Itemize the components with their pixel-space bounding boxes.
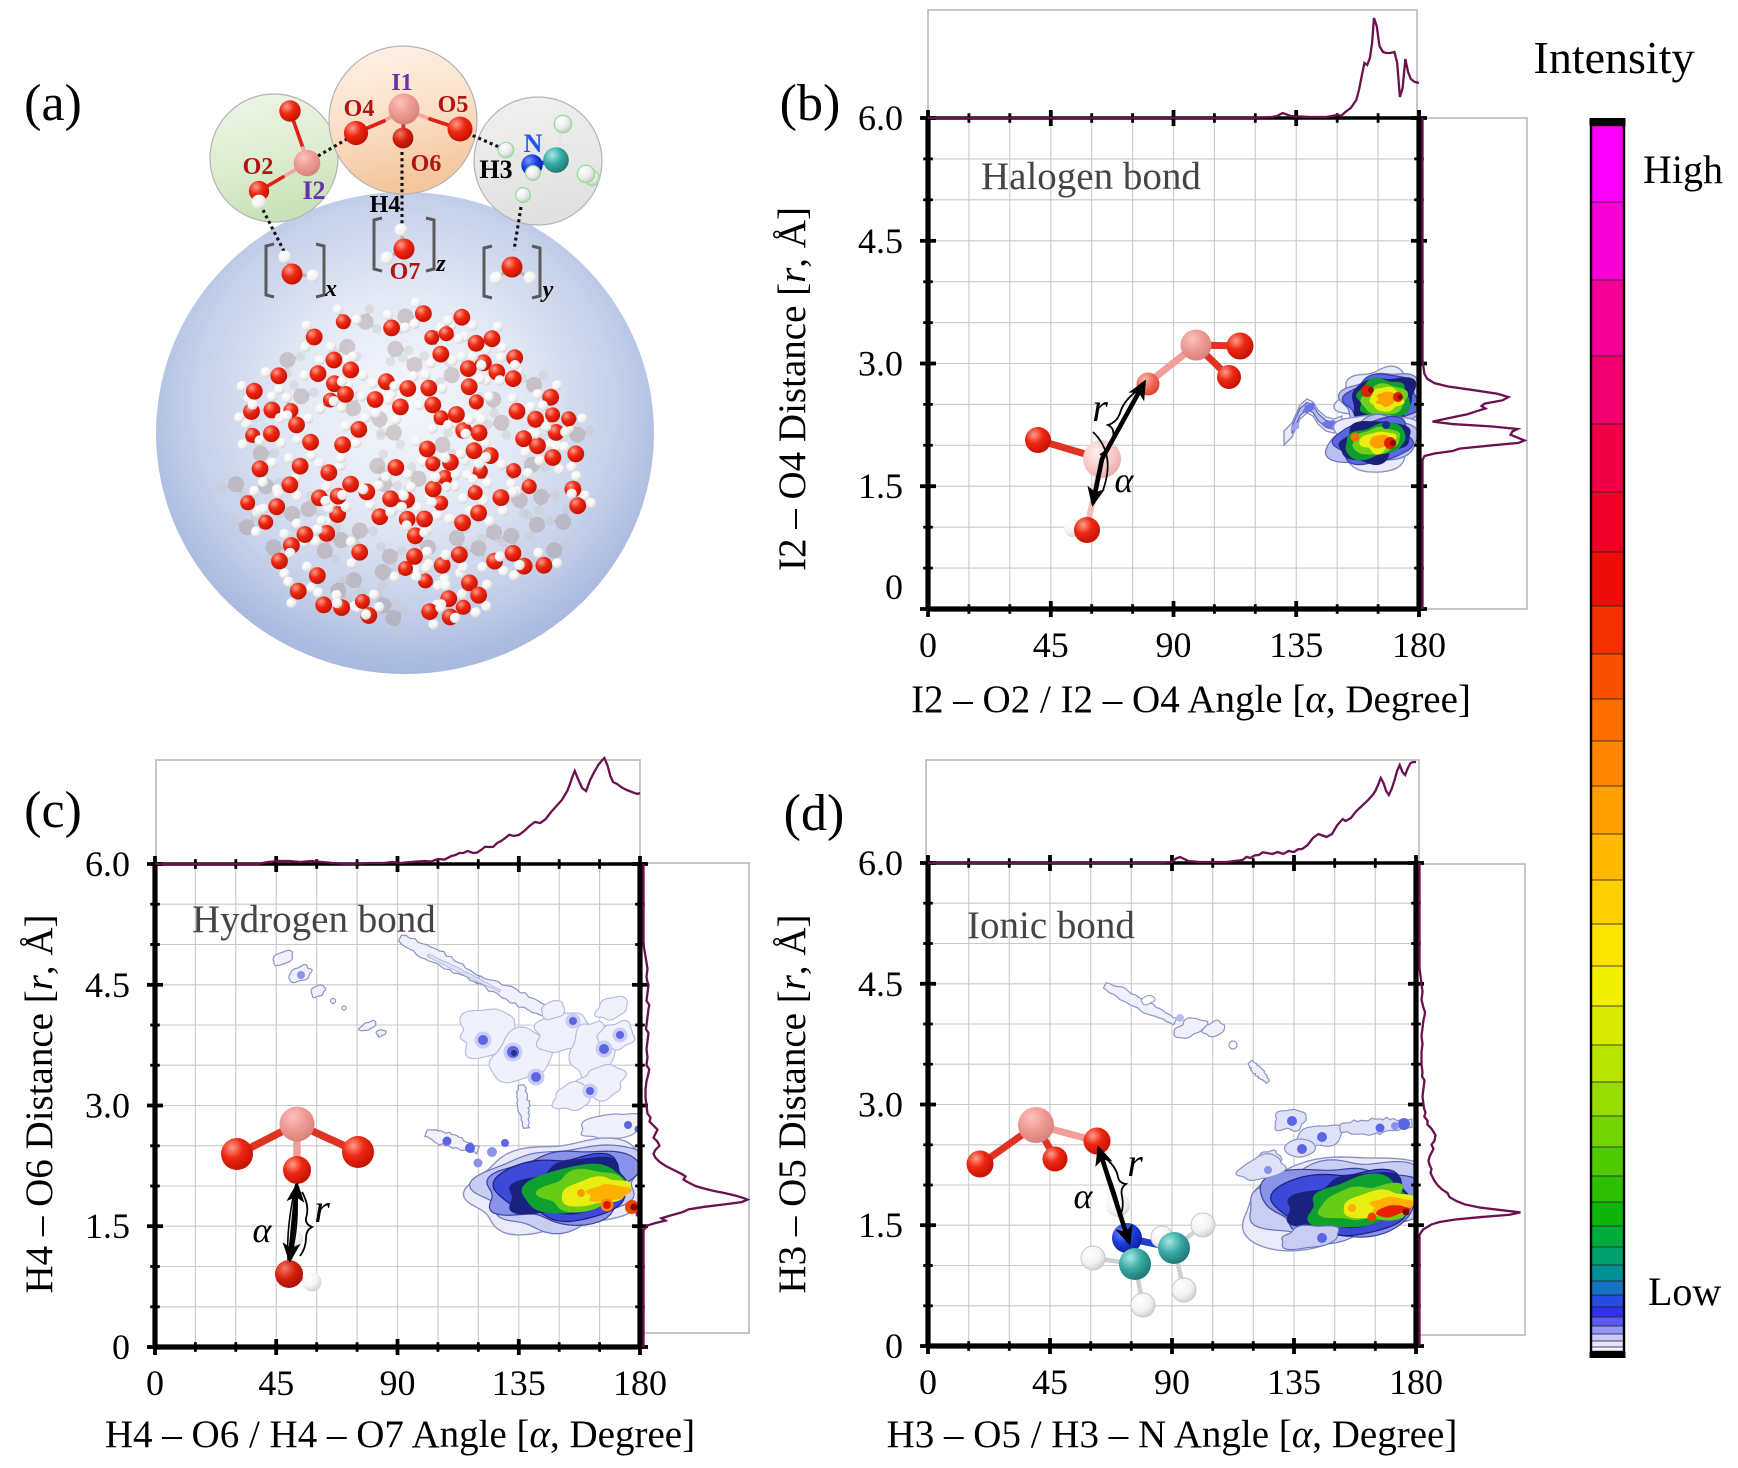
svg-text:135: 135	[492, 1363, 546, 1403]
svg-text:90: 90	[1154, 1362, 1190, 1402]
svg-text:0: 0	[146, 1363, 164, 1403]
svg-text:H4 – O6 / H4 – O7 Angle [α, De: H4 – O6 / H4 – O7 Angle [α, Degree]	[105, 1413, 695, 1456]
svg-text:x: x	[324, 276, 337, 302]
svg-text:O2: O2	[243, 154, 274, 180]
svg-text:0: 0	[919, 625, 937, 665]
svg-text:Hydrogen bond: Hydrogen bond	[192, 898, 436, 941]
svg-text:3.0: 3.0	[858, 1085, 903, 1125]
svg-text:α: α	[1074, 1176, 1094, 1216]
svg-text:1.5: 1.5	[85, 1206, 130, 1246]
svg-text:O6: O6	[411, 151, 442, 177]
svg-text:Intensity: Intensity	[1534, 32, 1695, 83]
svg-text:N: N	[524, 129, 543, 158]
svg-text:r: r	[1127, 1140, 1143, 1185]
svg-text:45: 45	[1032, 1362, 1068, 1402]
svg-text:4.5: 4.5	[858, 964, 903, 1004]
svg-text:O5: O5	[438, 92, 469, 118]
svg-text:45: 45	[1033, 625, 1069, 665]
svg-text:1.5: 1.5	[858, 466, 903, 506]
svg-text:90: 90	[380, 1363, 416, 1403]
svg-text:0: 0	[885, 1326, 903, 1366]
svg-text:O7: O7	[390, 259, 421, 285]
svg-text:z: z	[435, 251, 446, 277]
svg-text:I2: I2	[302, 176, 325, 205]
svg-text:α: α	[253, 1210, 273, 1250]
svg-text:1.5: 1.5	[858, 1205, 903, 1245]
svg-text:(a): (a)	[24, 75, 82, 132]
svg-text:Ionic bond: Ionic bond	[967, 904, 1135, 947]
svg-text:O4: O4	[344, 96, 375, 122]
svg-text:45: 45	[258, 1363, 294, 1403]
svg-text:H3: H3	[479, 155, 512, 184]
svg-text:y: y	[540, 277, 554, 303]
svg-text:H4: H4	[370, 192, 401, 218]
svg-text:6.0: 6.0	[85, 844, 130, 884]
svg-text:H3 – O5 Distance [r, Å]: H3 – O5 Distance [r, Å]	[771, 914, 814, 1293]
svg-text:(c): (c)	[24, 782, 82, 839]
svg-text:0: 0	[919, 1362, 937, 1402]
svg-text:3.0: 3.0	[858, 344, 903, 384]
svg-text:I1: I1	[391, 70, 412, 96]
svg-text:180: 180	[1392, 625, 1446, 665]
svg-text:r: r	[314, 1186, 330, 1231]
svg-text:(d): (d)	[784, 785, 845, 842]
svg-text:α: α	[1115, 460, 1135, 500]
svg-text:H4 – O6 Distance [r, Å]: H4 – O6 Distance [r, Å]	[18, 914, 61, 1293]
svg-text:180: 180	[1389, 1362, 1443, 1402]
svg-text:90: 90	[1156, 625, 1192, 665]
svg-text:r: r	[1092, 385, 1108, 430]
svg-text:I2 – O4 Distance [r, Å]: I2 – O4 Distance [r, Å]	[771, 207, 814, 571]
svg-text:4.5: 4.5	[85, 965, 130, 1005]
svg-text:3.0: 3.0	[85, 1086, 130, 1126]
svg-text:0: 0	[112, 1327, 130, 1367]
svg-text:4.5: 4.5	[858, 221, 903, 261]
svg-text:135: 135	[1267, 1362, 1321, 1402]
svg-text:Halogen bond: Halogen bond	[981, 155, 1201, 198]
svg-text:0: 0	[885, 567, 903, 607]
svg-text:6.0: 6.0	[858, 98, 903, 138]
svg-text:135: 135	[1269, 625, 1323, 665]
svg-text:180: 180	[613, 1363, 667, 1403]
svg-text:(b): (b)	[780, 75, 841, 132]
svg-text:Low: Low	[1648, 1269, 1721, 1314]
svg-text:H3 – O5 / H3 – N Angle [α, Deg: H3 – O5 / H3 – N Angle [α, Degree]	[887, 1413, 1458, 1456]
svg-text:I2 – O2 / I2 – O4 Angle [α, De: I2 – O2 / I2 – O4 Angle [α, Degree]	[911, 678, 1471, 721]
svg-text:High: High	[1643, 147, 1723, 192]
svg-text:6.0: 6.0	[858, 843, 903, 883]
